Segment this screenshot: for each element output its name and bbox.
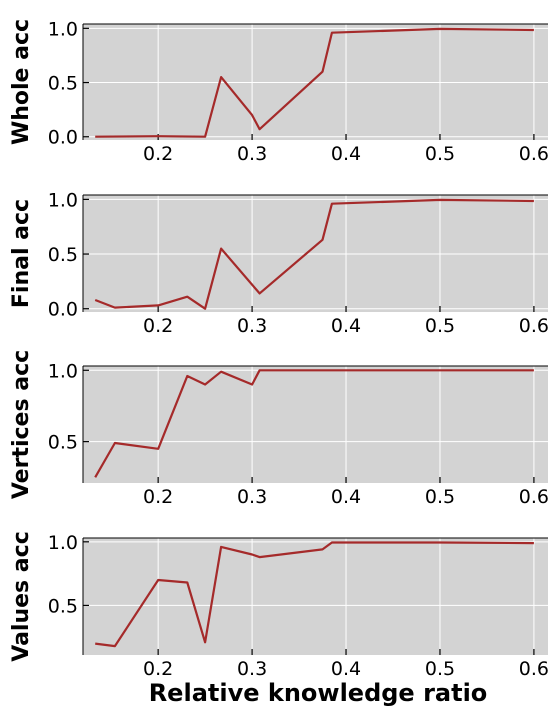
y-tick-label: 1.0 — [48, 532, 78, 554]
y-tick-label: 1.0 — [48, 18, 78, 40]
y-axis-label: Final acc — [9, 199, 34, 308]
x-tick-label: 0.2 — [143, 143, 173, 165]
plot-background — [83, 24, 548, 140]
y-axis-label: Whole acc — [9, 19, 34, 145]
y-axis-label: Values acc — [9, 531, 34, 661]
y-tick-label: 0.0 — [48, 127, 78, 149]
y-tick-label: 1.0 — [48, 189, 78, 211]
x-tick-label: 0.3 — [237, 143, 267, 165]
x-axis-label: Relative knowledge ratio — [149, 679, 488, 707]
x-tick-label: 0.6 — [519, 486, 549, 508]
y-tick-label: 0.5 — [48, 432, 78, 454]
subplot-1: 0.2 0.3 0.4 0.5 0.6 0.0 0.5 1.0 Whole acc — [9, 18, 549, 165]
x-tick-label: 0.3 — [237, 315, 267, 337]
x-tick-label: 0.5 — [425, 143, 455, 165]
x-tick-label: 0.3 — [237, 486, 267, 508]
y-tick-label: 0.5 — [48, 595, 78, 617]
x-tick-label: 0.4 — [331, 658, 361, 680]
x-tick-label: 0.5 — [425, 315, 455, 337]
x-tick-label: 0.3 — [237, 658, 267, 680]
x-tick-label: 0.6 — [519, 658, 549, 680]
x-tick-label: 0.5 — [425, 658, 455, 680]
x-tick-label: 0.6 — [519, 143, 549, 165]
plot-background — [83, 366, 548, 483]
x-tick-label: 0.4 — [331, 315, 361, 337]
x-tick-label: 0.4 — [331, 143, 361, 165]
x-tick-label: 0.5 — [425, 486, 455, 508]
series-line — [94, 198, 534, 310]
series-line — [94, 369, 534, 478]
subplot-3: 0.2 0.3 0.4 0.5 0.6 0.5 1.0 Vertices acc — [9, 350, 549, 508]
y-axis-label: Vertices acc — [9, 350, 34, 499]
y-tick-label: 0.0 — [48, 299, 78, 321]
y-tick-label: 1.0 — [48, 360, 78, 382]
x-tick-label: 0.2 — [143, 658, 173, 680]
y-tick-label: 0.5 — [48, 73, 78, 95]
x-tick-label: 0.4 — [331, 486, 361, 508]
subplot-2: 0.2 0.3 0.4 0.5 0.6 0.0 0.5 1.0 Final acc — [9, 189, 549, 337]
subplot-4: 0.2 0.3 0.4 0.5 0.6 0.5 1.0 Values acc — [9, 531, 549, 680]
y-tick-label: 0.5 — [48, 244, 78, 266]
series-line — [95, 27, 534, 138]
x-tick-label: 0.6 — [519, 315, 549, 337]
series-line — [95, 541, 534, 648]
plot-background — [83, 538, 548, 655]
x-tick-label: 0.2 — [143, 315, 173, 337]
x-tick-label: 0.2 — [143, 486, 173, 508]
plot-background — [83, 195, 548, 312]
